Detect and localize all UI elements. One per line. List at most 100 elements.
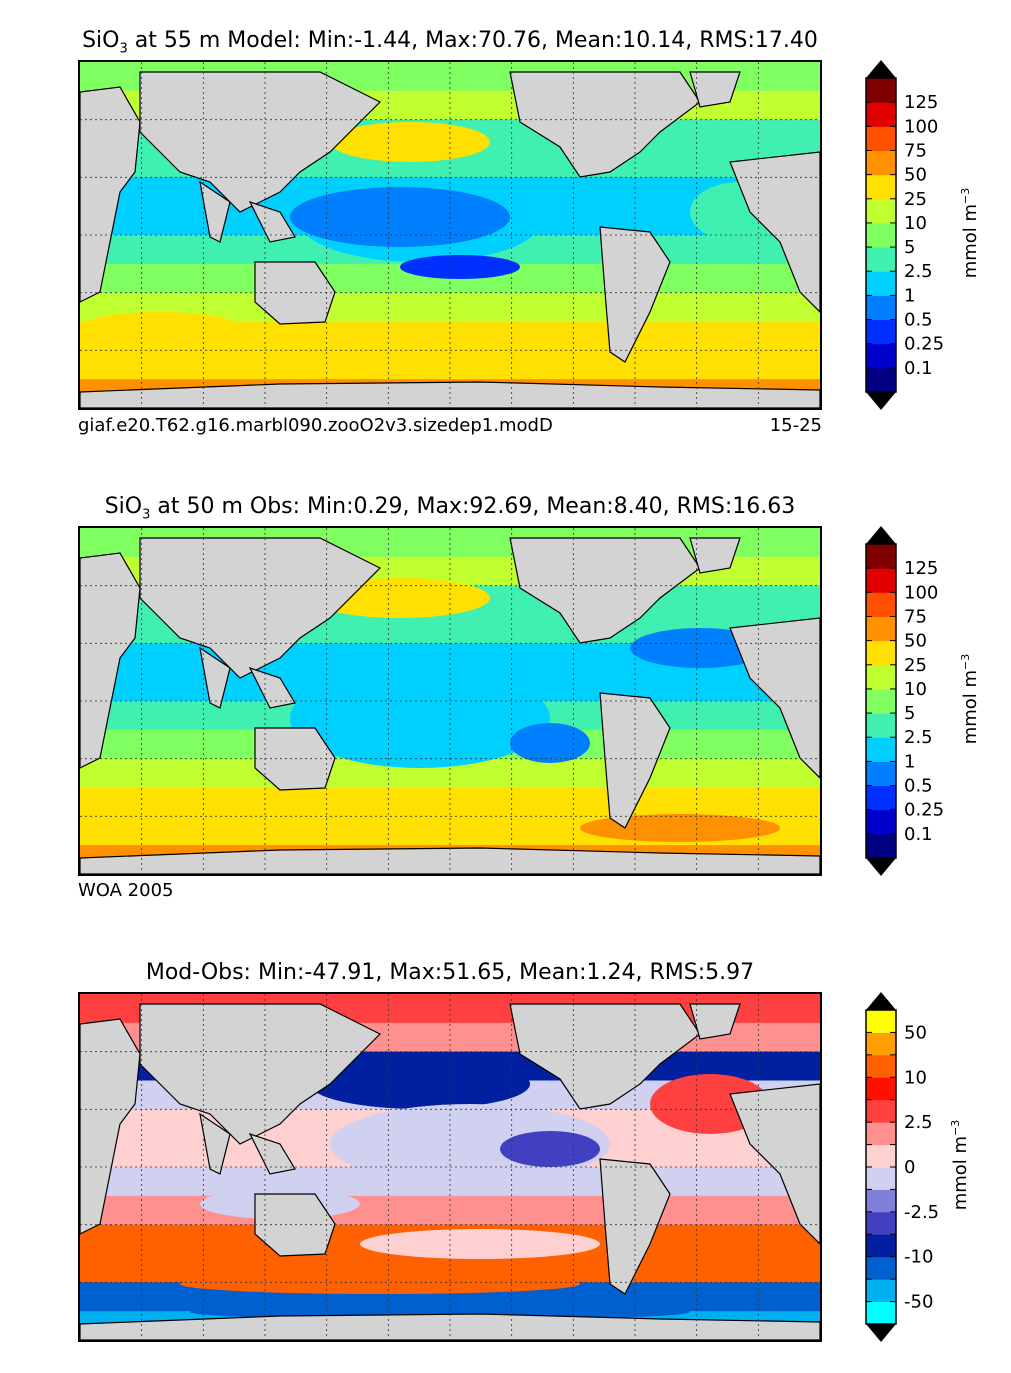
colorbar-tick-label: 2.5 <box>904 261 933 282</box>
colorbar-swatch <box>866 1054 896 1078</box>
colorbar-tick-label: 0.25 <box>904 800 944 821</box>
panel-title: SiO3 at 50 m Obs: Min:0.29, Max:92.69, M… <box>0 494 900 522</box>
colorbar-tick-label: 0.5 <box>904 310 933 331</box>
land-mass <box>599 1158 671 1295</box>
panel-model: SiO3 at 55 m Model: Min:-1.44, Max:70.76… <box>0 0 1011 460</box>
colorbar-swatch <box>866 319 896 345</box>
colorbar-swatch <box>866 1010 896 1033</box>
colorbar-tick-label: 75 <box>904 606 927 627</box>
map-svg <box>80 994 820 1340</box>
colorbar-swatch <box>866 150 896 176</box>
title-main: Mod-Obs: Min:-47.91, Max:51.65, Mean:1.2… <box>145 960 755 985</box>
land-mass <box>248 200 296 243</box>
land-mass <box>729 1083 820 1245</box>
caption-source: WOA 2005 <box>78 880 174 901</box>
title-sub: 3 <box>142 507 151 523</box>
map-model <box>78 60 822 410</box>
map-obs <box>78 526 822 876</box>
land-mass <box>199 1112 231 1175</box>
colorbar-swatch <box>866 102 896 127</box>
colorbar-swatch <box>866 568 896 593</box>
colorbar-swatch <box>866 761 896 787</box>
contour-region <box>500 1131 600 1167</box>
colorbar-tick-label: 25 <box>904 189 927 210</box>
colorbar-swatch <box>866 544 896 569</box>
colorbar-swatch <box>866 592 896 617</box>
colorbar: -50 -10 -2.5 0 2.5 10 50 <box>865 992 939 1342</box>
colorbar-unit: mmol m−3 <box>949 1085 971 1245</box>
caption-years: 15-25 <box>769 415 822 436</box>
colorbar-swatch <box>866 1144 896 1168</box>
colorbar-tick-label: 50 <box>904 165 927 186</box>
contour-region <box>580 814 780 842</box>
colorbar-swatch <box>866 1234 896 1258</box>
colorbar-tick-label: 0.1 <box>904 824 933 845</box>
land-mass <box>729 617 820 779</box>
colorbar-tick-label: 5 <box>904 703 915 724</box>
land-mass <box>80 552 141 769</box>
colorbar-tick-label: 0.5 <box>904 776 933 797</box>
colorbar-tick-label: 1 <box>904 751 915 772</box>
colorbar-tick-label: 0.1 <box>904 358 933 379</box>
colorbar-swatch <box>866 247 896 272</box>
map-svg <box>80 62 820 408</box>
colorbar-tick-label: 10 <box>904 213 927 234</box>
colorbar-min-arrow <box>866 392 896 410</box>
land-mass <box>599 692 671 829</box>
contour-region <box>180 1274 580 1294</box>
ocean-band <box>80 350 820 381</box>
land-mass <box>509 71 701 178</box>
colorbar-swatch <box>866 367 896 393</box>
land-mass <box>689 537 741 574</box>
land-mass <box>689 71 741 108</box>
colorbar-svg: 0.1 0.25 0.5 1 2.5 5 10 25 50 75 100 125 <box>865 526 944 876</box>
colorbar-tick-label: 0.25 <box>904 334 944 355</box>
colorbar-swatch <box>866 713 896 738</box>
colorbar-swatch <box>866 809 896 835</box>
colorbar-swatch <box>866 833 896 859</box>
colorbar-tick-label: 10 <box>904 1067 927 1088</box>
land-mass <box>199 180 231 243</box>
panel-obs: SiO3 at 50 m Obs: Min:0.29, Max:92.69, M… <box>0 494 981 901</box>
title-rest: at 55 m Model: Min:-1.44, Max:70.76, Mea… <box>127 28 818 53</box>
land-mass <box>599 226 671 363</box>
colorbar-frame <box>865 77 897 393</box>
land-mass <box>689 1003 741 1040</box>
colorbar-swatch <box>866 664 896 690</box>
colorbar-tick-label: 50 <box>904 1022 927 1043</box>
colorbar-swatch <box>866 271 896 296</box>
title-sub: 3 <box>119 41 128 57</box>
colorbar-tick-label: 125 <box>904 92 938 113</box>
colorbar: 0.1 0.25 0.5 1 2.5 5 10 25 50 75 100 125 <box>865 526 944 876</box>
colorbar-frame <box>865 543 897 859</box>
colorbar-max-arrow <box>866 992 896 1010</box>
colorbar-tick-label: 10 <box>904 679 927 700</box>
colorbar-tick-label: 2.5 <box>904 1112 933 1133</box>
contour-region <box>80 312 240 342</box>
contour-region <box>290 668 550 768</box>
colorbar-tick-label: 1 <box>904 285 915 306</box>
colorbar-swatch <box>866 1279 896 1303</box>
colorbar-tick-label: -50 <box>904 1292 933 1313</box>
colorbar-swatch <box>866 785 896 811</box>
land-mass <box>248 666 296 709</box>
land-mass <box>80 86 141 303</box>
colorbar-tick-label: 2.5 <box>904 727 933 748</box>
colorbar-swatch <box>866 1032 896 1056</box>
colorbar-swatch <box>866 198 896 224</box>
colorbar-tick-label: 100 <box>904 116 938 137</box>
colorbar-swatch <box>866 343 896 369</box>
colorbar-swatch <box>866 616 896 642</box>
title-main: SiO <box>104 494 143 519</box>
land-mass <box>509 537 701 644</box>
contour-region <box>290 187 510 247</box>
colorbar-swatch <box>866 1099 896 1123</box>
caption-case: giaf.e20.T62.g16.marbl090.zooO2v3.sizede… <box>78 415 553 436</box>
colorbar-tick-label: -10 <box>904 1247 933 1268</box>
map-svg <box>80 528 820 874</box>
land-mass <box>199 646 231 709</box>
colorbar-tick-label: 50 <box>904 631 927 652</box>
colorbar-svg: -50 -10 -2.5 0 2.5 10 50 <box>865 992 939 1342</box>
colorbar-tick-label: 125 <box>904 558 938 579</box>
colorbar-swatch <box>866 640 896 666</box>
